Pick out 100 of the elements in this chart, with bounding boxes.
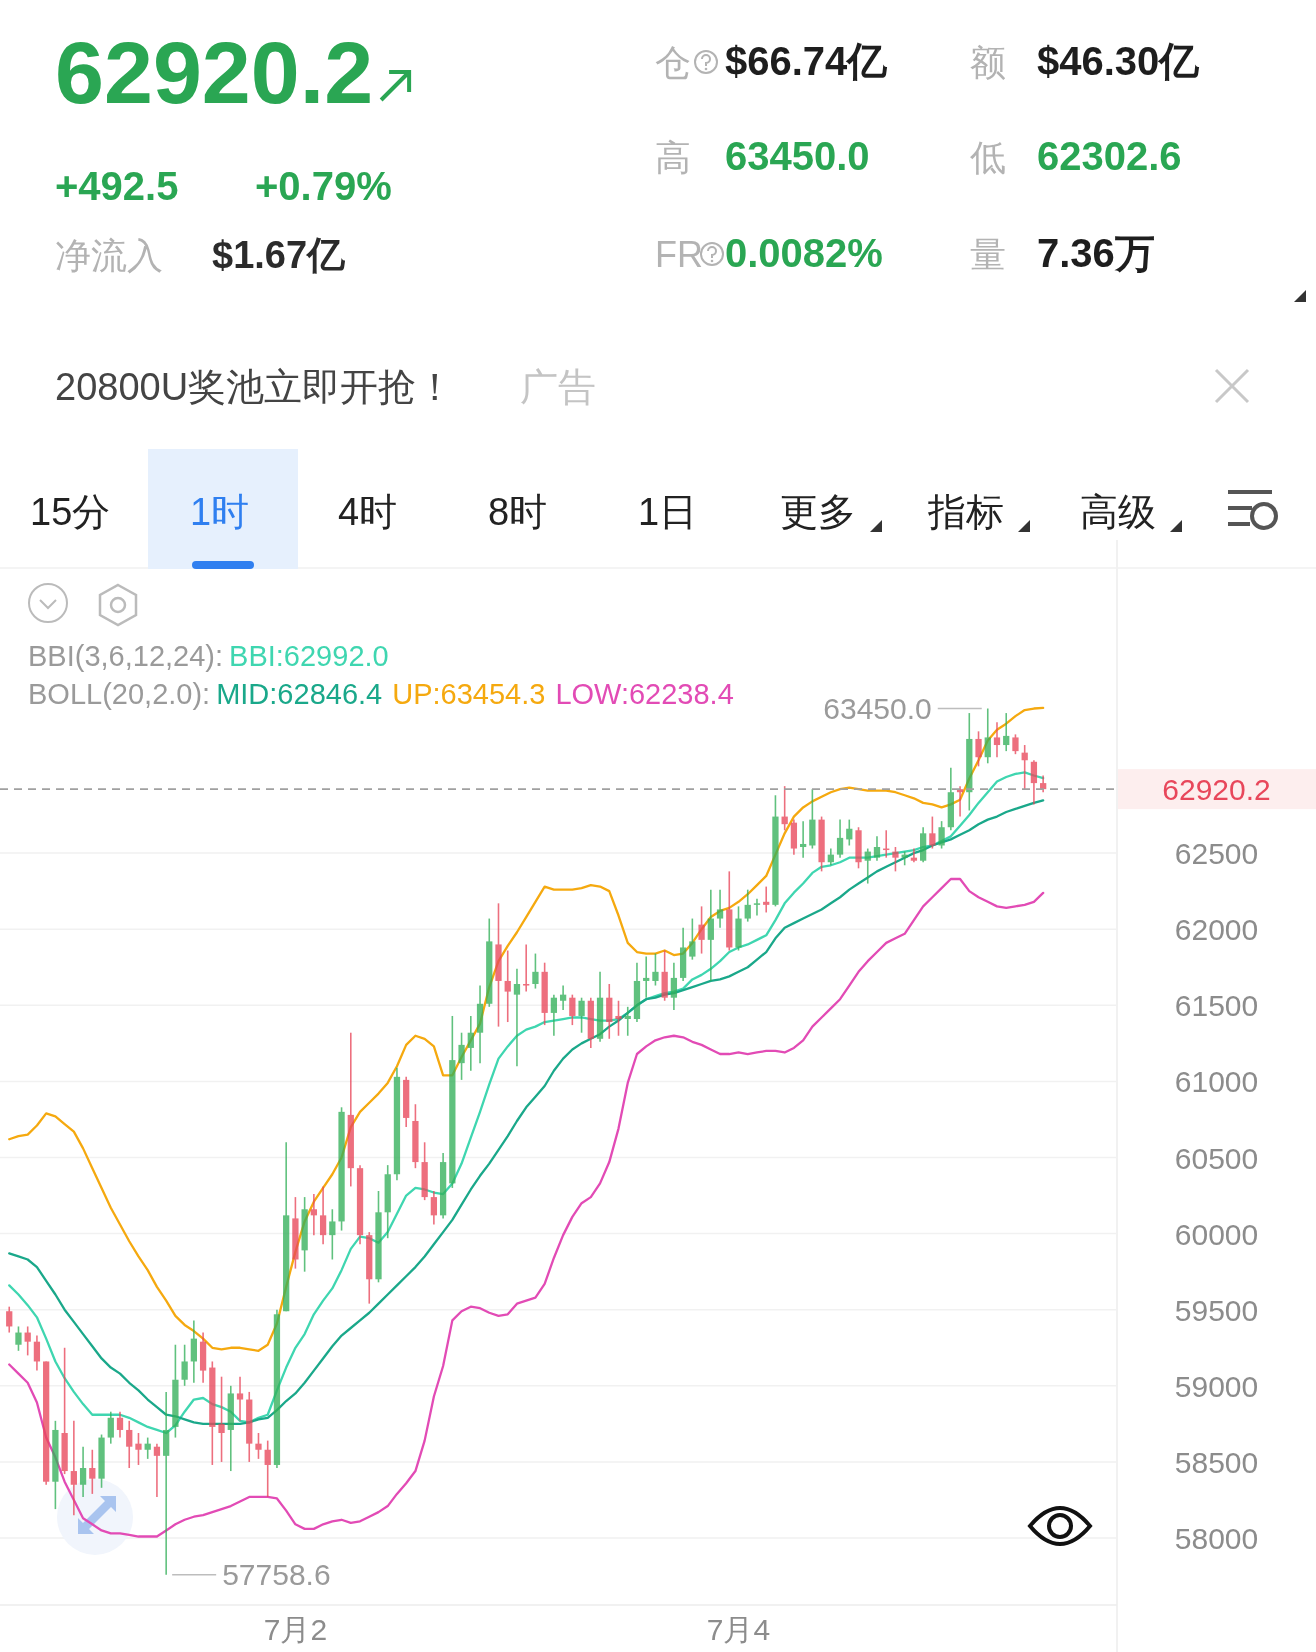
candlestick bbox=[707, 888, 714, 982]
text: 低 bbox=[970, 137, 1006, 178]
annotation: BBI(3,6,12,24): bbox=[28, 640, 224, 672]
candlestick bbox=[181, 1343, 188, 1387]
candlestick bbox=[763, 885, 770, 914]
candlestick bbox=[190, 1319, 197, 1384]
candlestick bbox=[569, 993, 576, 1026]
text: 指标 bbox=[927, 491, 1004, 533]
candlestick bbox=[218, 1375, 225, 1463]
candlestick bbox=[643, 955, 650, 999]
text: +492.5 bbox=[55, 164, 179, 208]
text: 15分 bbox=[30, 491, 111, 533]
candlestick bbox=[329, 1208, 336, 1261]
candlestick bbox=[578, 996, 585, 1034]
candlestick bbox=[310, 1193, 318, 1236]
text: 20800U奖池立即开抢！ bbox=[55, 366, 455, 408]
candlestick bbox=[1030, 759, 1038, 806]
candlestick bbox=[513, 967, 521, 1067]
candlestick bbox=[744, 888, 751, 923]
y-tick-label: 59500 bbox=[1174, 1293, 1259, 1327]
candlestick bbox=[126, 1420, 133, 1469]
line-series bbox=[8, 877, 1045, 1538]
y-tick-label: 62500 bbox=[1174, 837, 1259, 871]
text: LOW:62238.4 bbox=[555, 678, 734, 710]
text: BBI:62992.0 bbox=[229, 640, 389, 672]
y-tick-label: 61500 bbox=[1174, 989, 1259, 1023]
candlestick bbox=[89, 1448, 96, 1495]
text: 仓 bbox=[655, 42, 691, 83]
candlestick bbox=[33, 1334, 41, 1372]
annotation: 57758.6 bbox=[222, 1557, 331, 1591]
candlestick bbox=[70, 1420, 77, 1516]
candlestick bbox=[698, 905, 705, 955]
candlestick bbox=[559, 984, 567, 1011]
candlestick bbox=[624, 1006, 631, 1037]
candlestick bbox=[79, 1445, 87, 1498]
candlestick bbox=[255, 1432, 262, 1460]
text: 4时 bbox=[338, 491, 398, 533]
candlestick bbox=[929, 815, 936, 850]
candlestick bbox=[458, 1031, 465, 1081]
text: 量 bbox=[970, 234, 1006, 275]
y-tick-label: 60500 bbox=[1174, 1141, 1259, 1175]
y-tick-label: 58000 bbox=[1174, 1522, 1259, 1556]
text: $66.74亿 bbox=[725, 39, 889, 83]
text: 高级 bbox=[1080, 491, 1156, 533]
candlestick bbox=[236, 1375, 244, 1422]
text: FR bbox=[655, 234, 703, 275]
candlestick bbox=[24, 1325, 31, 1357]
candlestick bbox=[615, 999, 622, 1037]
candlestick bbox=[135, 1432, 142, 1466]
candlestick bbox=[116, 1410, 124, 1439]
candlestick bbox=[532, 952, 539, 990]
text: 高 bbox=[655, 137, 691, 178]
ref-line-label: 62920.2 bbox=[1162, 773, 1271, 807]
y-tick-label: 59000 bbox=[1174, 1369, 1259, 1403]
candlestick bbox=[504, 949, 511, 1023]
annotation: BOLL(20,2.0): bbox=[28, 678, 211, 710]
candlestick bbox=[689, 917, 696, 961]
x-tick-label: 7月2 bbox=[263, 1613, 328, 1646]
candlestick bbox=[873, 835, 881, 862]
text: $1.67亿 bbox=[212, 234, 347, 276]
candlestick bbox=[144, 1436, 151, 1460]
text: 7.36万 bbox=[1037, 231, 1155, 275]
candlestick bbox=[652, 952, 659, 987]
text: 更多 bbox=[780, 491, 856, 533]
candlestick bbox=[319, 1185, 327, 1246]
candlestick bbox=[716, 888, 724, 929]
text: 1日 bbox=[638, 491, 698, 533]
candlestick bbox=[430, 1190, 438, 1226]
text: 62920.2 bbox=[55, 23, 374, 122]
candlestick bbox=[6, 1305, 13, 1334]
y-tick-label: 62000 bbox=[1174, 913, 1259, 947]
y-tick-label: 61000 bbox=[1174, 1065, 1259, 1099]
candlestick bbox=[1003, 712, 1010, 752]
text: 额 bbox=[970, 42, 1006, 83]
text: UP:63454.3 bbox=[392, 678, 546, 710]
candlestick bbox=[799, 820, 807, 859]
candlestick bbox=[467, 1015, 474, 1072]
annotation: 63450.0 bbox=[823, 691, 932, 725]
text: 62302.6 bbox=[1037, 134, 1182, 178]
candlestick bbox=[550, 993, 558, 1037]
candlestick bbox=[670, 961, 678, 1011]
candlestick bbox=[993, 721, 1001, 759]
candlestick bbox=[864, 847, 871, 885]
x-tick-label: 7月4 bbox=[706, 1613, 771, 1646]
text: MID:62846.4 bbox=[216, 678, 383, 710]
candlestick bbox=[523, 943, 530, 993]
candlestick bbox=[938, 820, 945, 850]
candlestick bbox=[107, 1410, 114, 1445]
y-tick-label: 60000 bbox=[1174, 1217, 1259, 1251]
text: 63450.0 bbox=[725, 134, 870, 178]
candlestick bbox=[264, 1439, 271, 1498]
text: 8时 bbox=[488, 491, 548, 533]
candlestick bbox=[153, 1442, 161, 1498]
text: 0.0082% bbox=[725, 231, 883, 275]
text: 净流入 bbox=[55, 235, 163, 276]
candlestick bbox=[910, 847, 918, 864]
y-tick-label: 58500 bbox=[1174, 1445, 1259, 1479]
text: 广告 bbox=[520, 366, 596, 408]
text: 1时 bbox=[190, 491, 250, 533]
candlestick bbox=[975, 730, 982, 768]
